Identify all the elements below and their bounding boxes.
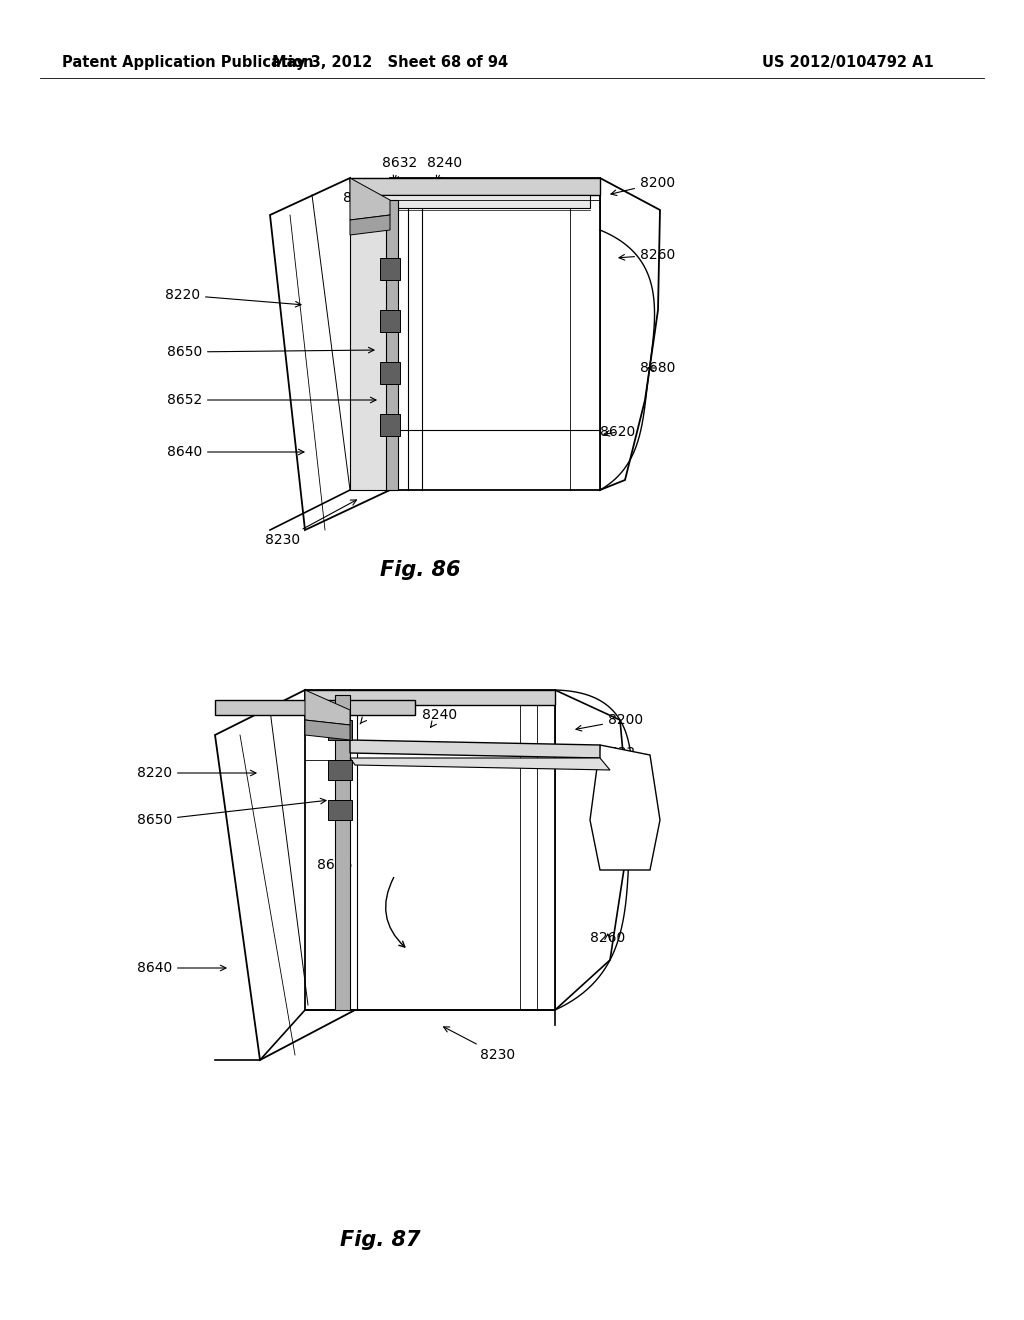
Text: 8650: 8650 — [167, 345, 374, 359]
Polygon shape — [305, 690, 350, 725]
Text: 8640: 8640 — [167, 445, 304, 459]
Polygon shape — [350, 758, 610, 770]
Polygon shape — [350, 741, 600, 758]
Text: 8230: 8230 — [443, 1027, 515, 1063]
Text: Fig. 86: Fig. 86 — [380, 560, 460, 579]
Text: 8656: 8656 — [317, 851, 352, 873]
Polygon shape — [350, 215, 390, 235]
Polygon shape — [305, 690, 555, 1010]
Text: May 3, 2012   Sheet 68 of 94: May 3, 2012 Sheet 68 of 94 — [272, 54, 508, 70]
Polygon shape — [600, 178, 660, 490]
Text: 8680: 8680 — [640, 360, 676, 375]
Text: 8640: 8640 — [137, 961, 226, 975]
Text: 8650: 8650 — [137, 799, 326, 828]
Text: 8710: 8710 — [600, 836, 635, 854]
Polygon shape — [215, 700, 415, 715]
Polygon shape — [380, 310, 400, 333]
Text: 8632: 8632 — [382, 156, 418, 181]
Polygon shape — [380, 257, 400, 280]
Polygon shape — [555, 690, 630, 1010]
Text: 8720: 8720 — [352, 705, 387, 723]
Text: US 2012/0104792 A1: US 2012/0104792 A1 — [762, 54, 934, 70]
Polygon shape — [386, 201, 398, 490]
Text: 8260: 8260 — [590, 931, 626, 945]
Text: 8656: 8656 — [343, 191, 384, 209]
Text: 8230: 8230 — [265, 500, 356, 546]
Text: 8260: 8260 — [618, 248, 675, 261]
Text: 8220: 8220 — [137, 766, 256, 780]
Text: 8240: 8240 — [423, 708, 458, 727]
Text: 8652: 8652 — [167, 393, 376, 407]
Text: 8200: 8200 — [575, 713, 643, 731]
Polygon shape — [335, 696, 350, 1010]
Polygon shape — [350, 178, 390, 490]
Text: Fig. 87: Fig. 87 — [340, 1230, 420, 1250]
Polygon shape — [328, 719, 352, 741]
Polygon shape — [380, 362, 400, 384]
Text: 8220: 8220 — [165, 288, 301, 308]
Polygon shape — [270, 178, 390, 531]
Polygon shape — [215, 690, 355, 1060]
Text: 8200: 8200 — [611, 176, 675, 195]
Text: 8632: 8632 — [575, 746, 635, 760]
Polygon shape — [390, 178, 600, 490]
Polygon shape — [380, 414, 400, 436]
Polygon shape — [305, 690, 555, 705]
Polygon shape — [328, 760, 352, 780]
Text: Patent Application Publication: Patent Application Publication — [62, 54, 313, 70]
Polygon shape — [350, 195, 590, 209]
Text: 8620: 8620 — [600, 425, 635, 440]
Polygon shape — [350, 178, 390, 220]
Polygon shape — [328, 800, 352, 820]
Polygon shape — [305, 719, 350, 741]
Polygon shape — [350, 178, 600, 195]
Text: 8240: 8240 — [427, 156, 463, 181]
Polygon shape — [590, 744, 660, 870]
